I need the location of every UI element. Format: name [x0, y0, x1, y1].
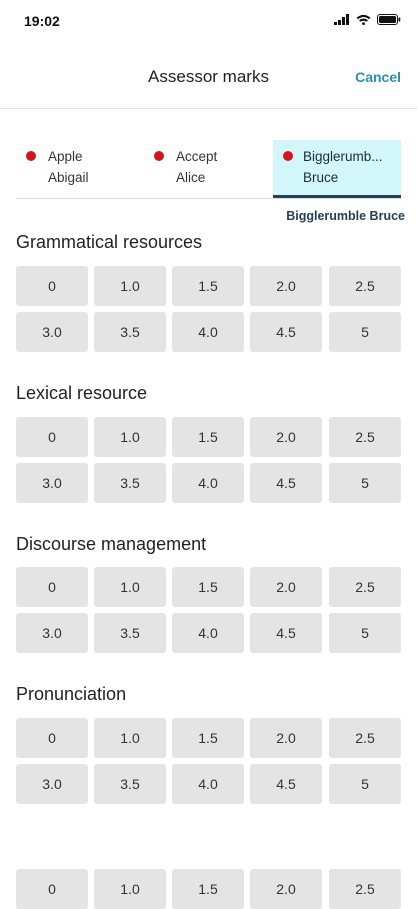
score-button[interactable]: 0: [16, 869, 88, 909]
score-button[interactable]: 3.0: [16, 764, 88, 804]
section-title: Pronunciation: [16, 684, 127, 704]
score-button[interactable]: 5: [329, 312, 401, 352]
score-button[interactable]: 2.5: [329, 718, 401, 758]
score-button[interactable]: 3.5: [94, 312, 166, 352]
score-grid: 0 1.0 1.5 2.0 2.5 3.0 3.5 4.0 4.5 5: [16, 266, 402, 352]
score-button[interactable]: 2.0: [250, 417, 322, 457]
candidate-tab-accept-alice[interactable]: Accept Alice: [144, 140, 273, 198]
score-button[interactable]: 2.5: [329, 266, 401, 306]
status-dot: [26, 151, 36, 161]
score-button[interactable]: 1.5: [172, 567, 244, 607]
section-title: Discourse management: [16, 534, 207, 554]
candidate-tab-apple-abigail[interactable]: Apple Abigail: [16, 140, 144, 198]
header: Assessor marks Cancel: [0, 44, 417, 109]
status-time: 19:02: [24, 13, 60, 29]
score-button[interactable]: 2.5: [329, 417, 401, 457]
section-title: Lexical resource: [16, 383, 148, 403]
score-grid: 0 1.0 1.5 2.0 2.5 3.0 3.5 4.0 4.5 5: [16, 718, 402, 804]
score-button[interactable]: 3.5: [94, 613, 166, 653]
score-button[interactable]: 2.5: [329, 869, 401, 909]
score-button[interactable]: 0: [16, 718, 88, 758]
wifi-icon: [356, 14, 371, 25]
status-dot: [154, 151, 164, 161]
signal-icon: [334, 14, 349, 25]
candidate-tab-label: Bigglerumb... Bruce: [303, 149, 383, 185]
score-button[interactable]: 4.0: [172, 312, 244, 352]
score-button[interactable]: 1.5: [172, 869, 244, 909]
score-button[interactable]: 5: [329, 613, 401, 653]
score-button[interactable]: 4.5: [250, 764, 322, 804]
score-button[interactable]: 1.0: [94, 266, 166, 306]
score-button[interactable]: 0: [16, 266, 88, 306]
score-button[interactable]: 4.5: [250, 613, 322, 653]
battery-icon: [377, 14, 401, 25]
score-button[interactable]: 5: [329, 764, 401, 804]
page-title: Assessor marks: [148, 67, 269, 86]
candidate-tab-label: Apple Abigail: [48, 149, 89, 185]
score-button[interactable]: 5: [329, 463, 401, 503]
cancel-button[interactable]: Cancel: [355, 69, 401, 85]
score-button[interactable]: 2.5: [329, 567, 401, 607]
candidate-tab-bigglerumble-bruce[interactable]: Bigglerumb... Bruce: [273, 140, 401, 198]
score-button[interactable]: 1.5: [172, 266, 244, 306]
status-icons: [334, 14, 401, 25]
candidate-tabs: Apple Abigail Accept Alice Bigglerumb...…: [16, 140, 401, 199]
score-grid: 0 1.0 1.5 2.0 2.5 3.0 3.5 4.0 4.5 5: [16, 417, 402, 503]
score-button[interactable]: 2.0: [250, 869, 322, 909]
score-button[interactable]: 4.5: [250, 312, 322, 352]
score-button[interactable]: 4.0: [172, 764, 244, 804]
score-button[interactable]: 3.0: [16, 312, 88, 352]
status-bar: 19:02: [0, 0, 417, 44]
score-button[interactable]: 0: [16, 417, 88, 457]
section-title: Grammatical resources: [16, 232, 203, 252]
score-button[interactable]: 0: [16, 567, 88, 607]
score-button[interactable]: 1.0: [94, 567, 166, 607]
selected-candidate-name: Bigglerumble Bruce: [286, 209, 405, 223]
score-button[interactable]: 1.0: [94, 718, 166, 758]
score-button[interactable]: 1.0: [94, 869, 166, 909]
score-button[interactable]: 1.0: [94, 417, 166, 457]
score-button[interactable]: 3.5: [94, 463, 166, 503]
score-grid: 0 1.0 1.5 2.0 2.5 3.0 3.5 4.0 4.5 5: [16, 567, 402, 653]
status-dot: [283, 151, 293, 161]
score-button[interactable]: 3.0: [16, 613, 88, 653]
score-grid: 0 1.0 1.5 2.0 2.5: [16, 869, 402, 909]
score-button[interactable]: 4.0: [172, 613, 244, 653]
score-button[interactable]: 4.5: [250, 463, 322, 503]
score-button[interactable]: 3.5: [94, 764, 166, 804]
candidate-tab-label: Accept Alice: [176, 149, 218, 185]
score-button[interactable]: 2.0: [250, 718, 322, 758]
score-button[interactable]: 3.0: [16, 463, 88, 503]
score-button[interactable]: 2.0: [250, 266, 322, 306]
score-button[interactable]: 2.0: [250, 567, 322, 607]
score-button[interactable]: 1.5: [172, 718, 244, 758]
score-button[interactable]: 4.0: [172, 463, 244, 503]
score-button[interactable]: 1.5: [172, 417, 244, 457]
